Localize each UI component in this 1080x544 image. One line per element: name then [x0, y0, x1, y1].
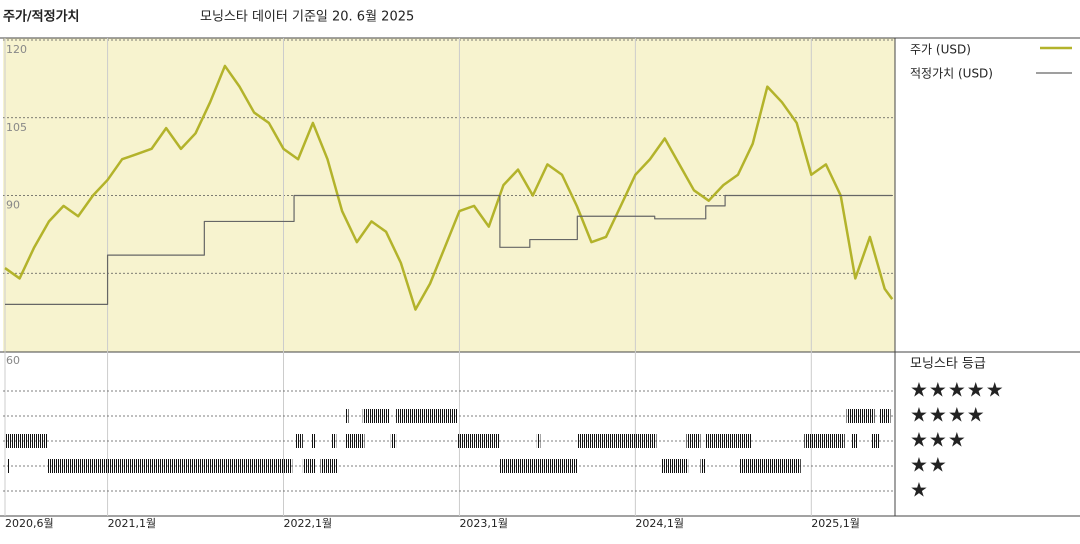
- rating-bar: [302, 459, 316, 473]
- x-tick-label: 2025,1월: [811, 517, 860, 530]
- rating-bar: [311, 434, 316, 448]
- rating-bar: [331, 434, 337, 448]
- chart-subtitle: 모닝스타 데이터 기준일 20. 6월 2025: [200, 10, 414, 25]
- rating-bar: [396, 409, 458, 423]
- rating-bar: [577, 434, 657, 448]
- rating-bar: [457, 434, 500, 448]
- rating-bar: [320, 459, 339, 473]
- rating-bar: [705, 434, 752, 448]
- y-tick-label: 60: [6, 354, 20, 367]
- x-tick-label: 2023,1월: [459, 517, 508, 530]
- x-tick-label: 2024,1월: [635, 517, 684, 530]
- rating-bar: [390, 434, 397, 448]
- rating-bar: [362, 409, 390, 423]
- rating-bar: [851, 434, 858, 448]
- rating-bar: [536, 434, 541, 448]
- rating-bar: [345, 409, 349, 423]
- rating-bar: [686, 434, 701, 448]
- legend-label: 주가 (USD): [910, 43, 971, 57]
- rating-bar: [295, 434, 303, 448]
- x-tick-label: 2022,1월: [284, 517, 333, 530]
- rating-legend: ★: [910, 478, 929, 502]
- series-line: [4, 64, 894, 311]
- x-tick-label: 2021,1월: [108, 517, 157, 530]
- x-tick-label: 2020,6월: [5, 517, 54, 530]
- rating-bar: [7, 459, 10, 473]
- rating-bar: [871, 434, 880, 448]
- ratings-title: 모닝스타 등급: [910, 357, 986, 372]
- chart-title: 주가/적정가치: [3, 9, 80, 25]
- rating-bar: [739, 459, 801, 473]
- series-line: [5, 194, 893, 305]
- rating-bar: [879, 409, 891, 423]
- rating-bar: [47, 459, 293, 473]
- rating-bar: [661, 459, 689, 473]
- rating-bar: [5, 434, 48, 448]
- rating-legend: ★★: [910, 453, 948, 477]
- y-tick-label: 105: [6, 121, 27, 134]
- y-tick-label: 90: [6, 199, 20, 212]
- rating-legend: ★★★: [910, 428, 967, 452]
- rating-legend: ★★★★★: [910, 378, 1005, 402]
- rating-bar: [700, 459, 706, 473]
- y-tick-label: 120: [6, 43, 27, 56]
- legend-label: 적정가치 (USD): [910, 67, 993, 81]
- rating-legend: ★★★★: [910, 403, 986, 427]
- rating-bar: [846, 409, 875, 423]
- rating-bar: [345, 434, 365, 448]
- rating-bar: [499, 459, 578, 473]
- rating-bar: [804, 434, 845, 448]
